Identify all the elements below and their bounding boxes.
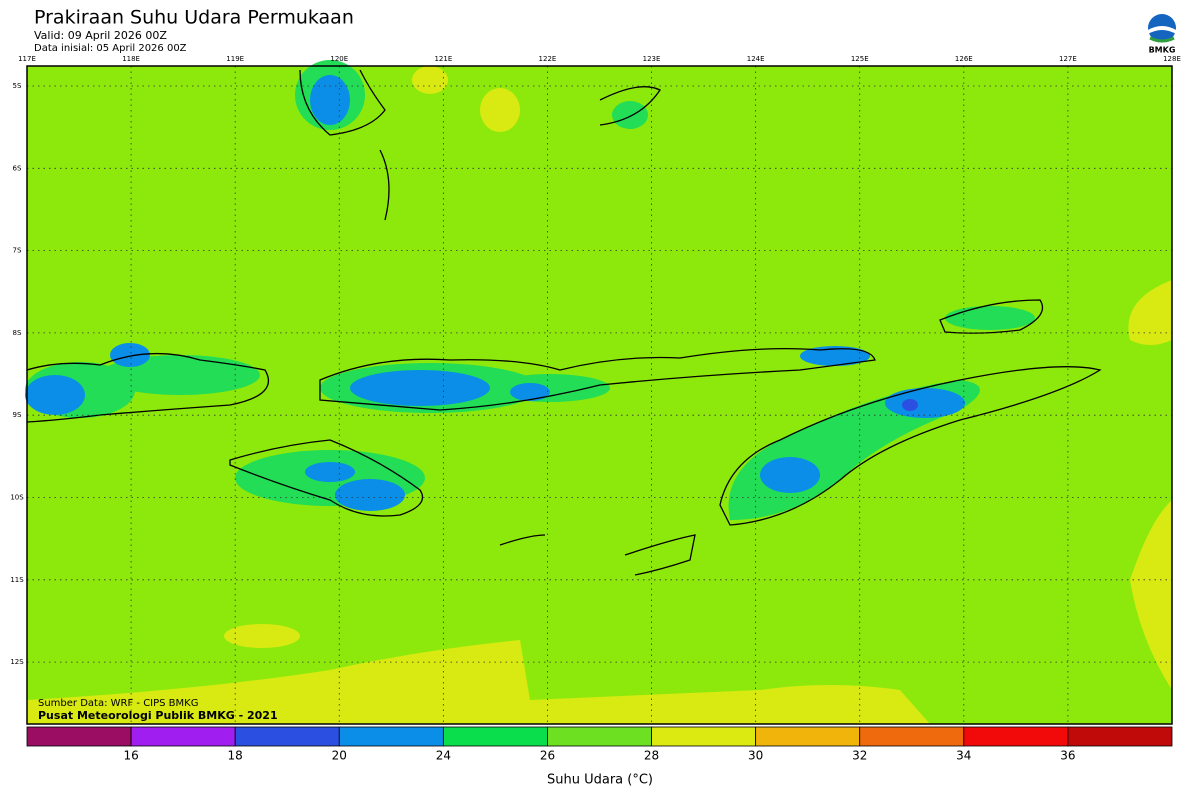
lon-label: 128E [1163,55,1181,63]
lat-label: 10S [10,494,24,502]
colorbar-swatch [651,726,757,747]
colorbar-tick-label: 34 [956,749,971,763]
colorbar-tick-label: 24 [436,749,451,763]
lon-label: 118E [122,55,140,63]
lon-label: 127E [1059,55,1077,63]
colorbar-swatch [1067,726,1173,747]
lon-label: 121E [434,55,452,63]
colorbar-swatch [547,726,652,747]
lat-label: 6S [13,164,22,172]
graticule [27,66,1172,724]
colorbar-tick-label: 20 [332,749,347,763]
colorbar-tick-label: 36 [1060,749,1075,763]
lon-label: 124E [747,55,765,63]
lon-label: 125E [851,55,869,63]
colorbar-tick-label: 30 [748,749,763,763]
colorbar-swatch [338,726,444,747]
map-field [25,60,1172,724]
lat-label: 8S [13,329,22,337]
valid-time: Valid: 09 April 2026 00Z [34,29,167,42]
lat-label: 11S [10,576,24,584]
lat-label: 9S [13,411,22,419]
lon-label: 117E [18,55,36,63]
lon-label: 122E [539,55,557,63]
lon-label: 120E [330,55,348,63]
lat-label: 7S [13,247,22,255]
source-note: Sumber Data: WRF - CIPS BMKG [38,698,198,709]
init-time: Data inisial: 05 April 2026 00Z [34,43,187,54]
colorbar-label: Suhu Udara (°C) [547,773,653,788]
colorbar-swatch [26,726,132,747]
logo [1148,14,1176,43]
colorbar: 16 18 20 24 26 28 30 32 34 36 [26,726,1173,763]
colorbar-swatch [755,726,861,747]
colorbar-swatch [963,726,1069,747]
map-frame [26,65,1173,725]
credit-note: Pusat Meteorologi Publik BMKG - 2021 [38,709,278,722]
colorbar-tick-label: 18 [228,749,243,763]
lon-label: 123E [643,55,661,63]
lat-label: 12S [10,658,24,666]
colorbar-tick-label: 26 [540,749,555,763]
lat-label: 5S [13,82,22,90]
colorbar-swatch [234,726,340,747]
title: Prakiraan Suhu Udara Permukaan [34,7,354,29]
colorbar-tick-label: 32 [852,749,867,763]
colorbar-swatch [859,726,965,747]
colorbar-tick-label: 16 [123,749,138,763]
logo-text: BMKG [1149,46,1176,55]
lon-label: 126E [955,55,973,63]
colorbar-tick-label: 28 [644,749,659,763]
colorbar-swatch [130,726,236,747]
lon-label: 119E [226,55,244,63]
coastlines [26,69,1102,576]
colorbar-swatch [442,726,548,747]
